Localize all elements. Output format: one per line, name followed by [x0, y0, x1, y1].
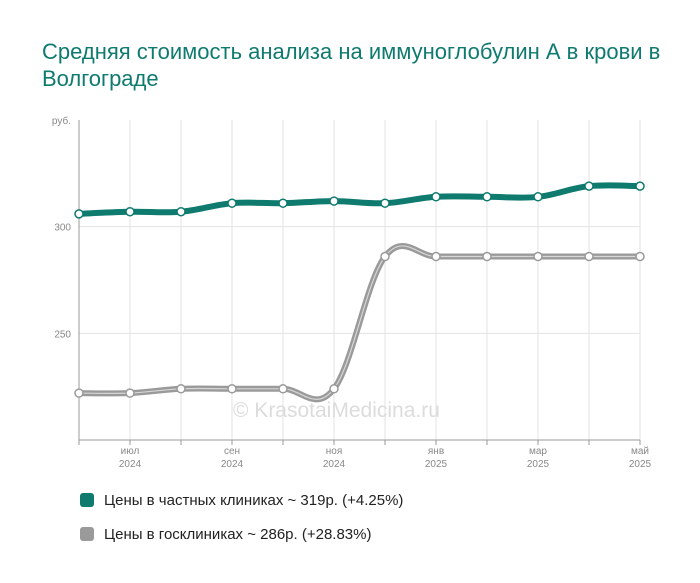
data-point-private[interactable]: [635, 181, 645, 191]
data-point-private[interactable]: [431, 192, 441, 202]
data-point-private[interactable]: [380, 198, 390, 208]
data-point-private[interactable]: [329, 196, 339, 206]
data-point-public[interactable]: [74, 388, 84, 398]
watermark: © KrasotaiMedicina.ru: [233, 399, 440, 422]
data-points: [74, 181, 645, 398]
x-tick-year: 2025: [527, 459, 550, 470]
x-tick-year: 2025: [425, 459, 448, 470]
data-point-private[interactable]: [278, 198, 288, 208]
legend-label-public: Цены в госклиниках ~ 286р. (+28.83%): [104, 525, 372, 543]
legend-swatch-public: [80, 527, 94, 541]
legend-swatch-private: [80, 493, 94, 507]
grid: [78, 120, 641, 440]
series-line-highlight: [78, 245, 640, 400]
y-tick-label: 300: [54, 223, 71, 234]
data-point-private[interactable]: [74, 209, 84, 219]
y-tick-label: 250: [54, 329, 71, 340]
x-tick-month: сен: [224, 446, 240, 457]
legend-label-private: Цены в частных клиниках ~ 319р. (+4.25%): [104, 491, 404, 509]
data-point-public[interactable]: [533, 251, 543, 262]
data-point-private[interactable]: [227, 198, 237, 208]
chart-title: Средняя стоимость анализа на иммуноглобу…: [42, 39, 661, 91]
y-unit-label: руб.: [52, 115, 71, 127]
legend-private[interactable]: Цены в частных клиниках ~ 319р. (+4.25%): [80, 490, 403, 510]
x-tick-month: июл: [121, 446, 140, 457]
data-point-private[interactable]: [176, 206, 186, 217]
x-tick-month: май: [631, 446, 649, 457]
data-point-public[interactable]: [584, 251, 594, 262]
data-point-public[interactable]: [176, 384, 186, 394]
series-line-private: [76, 182, 643, 217]
data-point-public[interactable]: [227, 384, 237, 394]
x-tick-year: 2024: [221, 459, 244, 470]
data-point-public[interactable]: [482, 251, 492, 262]
data-point-public[interactable]: [635, 251, 645, 262]
axes: 250 300 руб. июл 2024 сен 2024 ноя 2024 янв 2025 ма…: [52, 115, 652, 470]
x-tick-year: 2024: [119, 459, 142, 470]
data-point-private[interactable]: [125, 206, 135, 217]
data-point-public[interactable]: [431, 251, 441, 262]
legend-public[interactable]: Цены в госклиниках ~ 286р. (+28.83%): [80, 524, 371, 544]
x-tick-year: 2024: [323, 459, 346, 470]
data-point-private[interactable]: [533, 192, 543, 202]
data-point-public[interactable]: [278, 384, 288, 394]
x-tick-year: 2025: [629, 459, 652, 470]
data-point-public[interactable]: [380, 251, 390, 262]
data-point-public[interactable]: [125, 388, 135, 398]
data-point-private[interactable]: [482, 192, 492, 202]
data-point-public[interactable]: [329, 384, 339, 394]
x-tick-month: ноя: [326, 446, 343, 457]
data-point-private[interactable]: [584, 181, 594, 191]
series-lines: [76, 182, 643, 403]
x-tick-month: мар: [529, 446, 547, 457]
x-tick-month: янв: [428, 446, 444, 457]
